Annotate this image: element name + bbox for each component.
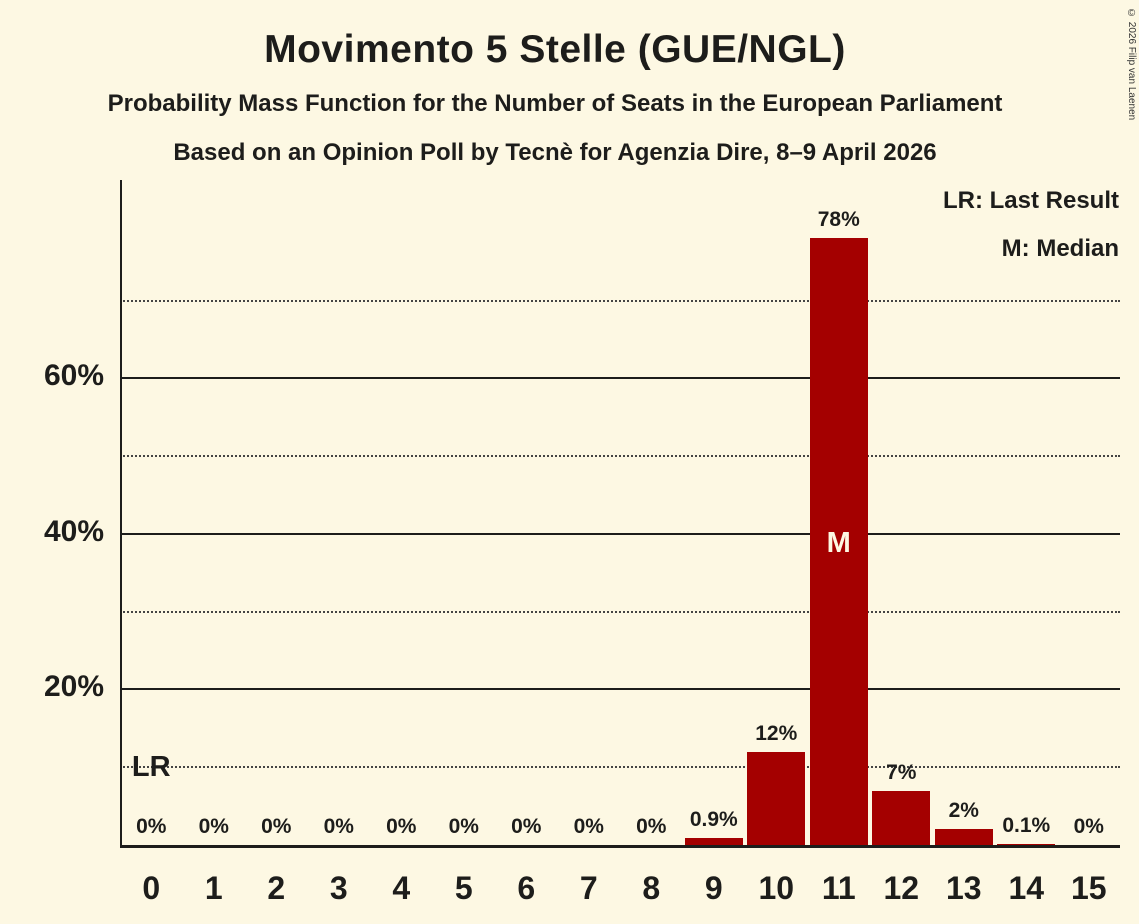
y-axis-line — [120, 180, 122, 848]
minor-gridline-10 — [120, 766, 1120, 769]
x-tick-label-9: 9 — [704, 870, 723, 906]
bar-value-label-14: 0.1% — [1002, 814, 1051, 838]
x-tick-label-8: 8 — [642, 870, 661, 906]
bar-seat-13 — [934, 829, 993, 845]
bar-value-label-6: 0% — [511, 815, 542, 838]
x-tick-label-11: 11 — [821, 870, 856, 906]
x-tick-label-1: 1 — [204, 870, 223, 906]
minor-gridline-30 — [120, 610, 1120, 613]
bar-value-label-10: 12% — [755, 721, 798, 745]
bar-value-label-13: 2% — [948, 799, 979, 823]
x-tick-label-10: 10 — [758, 870, 795, 906]
x-tick-label-2: 2 — [267, 870, 286, 906]
x-tick-label-12: 12 — [883, 870, 920, 906]
bar-value-label-11: 78% — [817, 208, 860, 232]
median-marker: M — [826, 527, 851, 560]
chart-subtitle-pmf: Probability Mass Function for the Number… — [107, 90, 1003, 117]
minor-gridline-70 — [120, 299, 1120, 302]
y-tick-label-40: 40% — [43, 514, 104, 548]
y-tick-label-20: 20% — [43, 670, 104, 704]
x-tick-label-0: 0 — [142, 870, 161, 906]
legend-median: M: Median — [1001, 235, 1119, 262]
bar-value-label-8: 0% — [636, 815, 667, 838]
bar-value-label-9: 0.9% — [689, 808, 738, 831]
bar-value-label-15: 0% — [1073, 815, 1104, 838]
y-tick-label-60: 60% — [43, 359, 104, 393]
major-gridline-20 — [120, 688, 1120, 691]
bar-seat-12 — [872, 790, 931, 845]
x-tick-label-15: 15 — [1070, 870, 1107, 906]
bar-seat-9 — [684, 838, 743, 845]
bar-seat-14 — [997, 844, 1056, 845]
x-tick-label-6: 6 — [517, 870, 536, 906]
bar-value-label-5: 0% — [448, 815, 479, 838]
bar-value-label-3: 0% — [323, 815, 354, 838]
chart-title: Movimento 5 Stelle (GUE/NGL) — [264, 28, 846, 71]
bar-value-label-1: 0% — [198, 815, 229, 838]
minor-gridline-50 — [120, 455, 1120, 458]
legend-last-result: LR: Last Result — [942, 187, 1119, 214]
x-tick-label-14: 14 — [1008, 870, 1045, 906]
bar-value-label-2: 0% — [261, 815, 292, 838]
x-tick-label-7: 7 — [579, 870, 598, 906]
bar-value-label-7: 0% — [573, 815, 604, 838]
x-axis-line — [120, 845, 1120, 848]
bar-value-label-0: 0% — [136, 815, 167, 838]
last-result-marker: LR — [131, 751, 171, 784]
bar-value-label-12: 7% — [886, 760, 917, 784]
x-tick-label-5: 5 — [454, 870, 473, 906]
major-gridline-60 — [120, 377, 1120, 380]
major-gridline-40 — [120, 532, 1120, 535]
x-tick-label-4: 4 — [392, 870, 411, 906]
bar-seat-11 — [809, 238, 868, 845]
bar-value-label-4: 0% — [386, 815, 417, 838]
chart-subtitle-poll: Based on an Opinion Poll by Tecnè for Ag… — [173, 139, 937, 166]
bar-seat-10 — [747, 751, 806, 845]
x-tick-label-3: 3 — [329, 870, 348, 906]
copyright-note: © 2026 Filip van Laenen — [1126, 8, 1137, 121]
x-tick-label-13: 13 — [945, 870, 982, 906]
